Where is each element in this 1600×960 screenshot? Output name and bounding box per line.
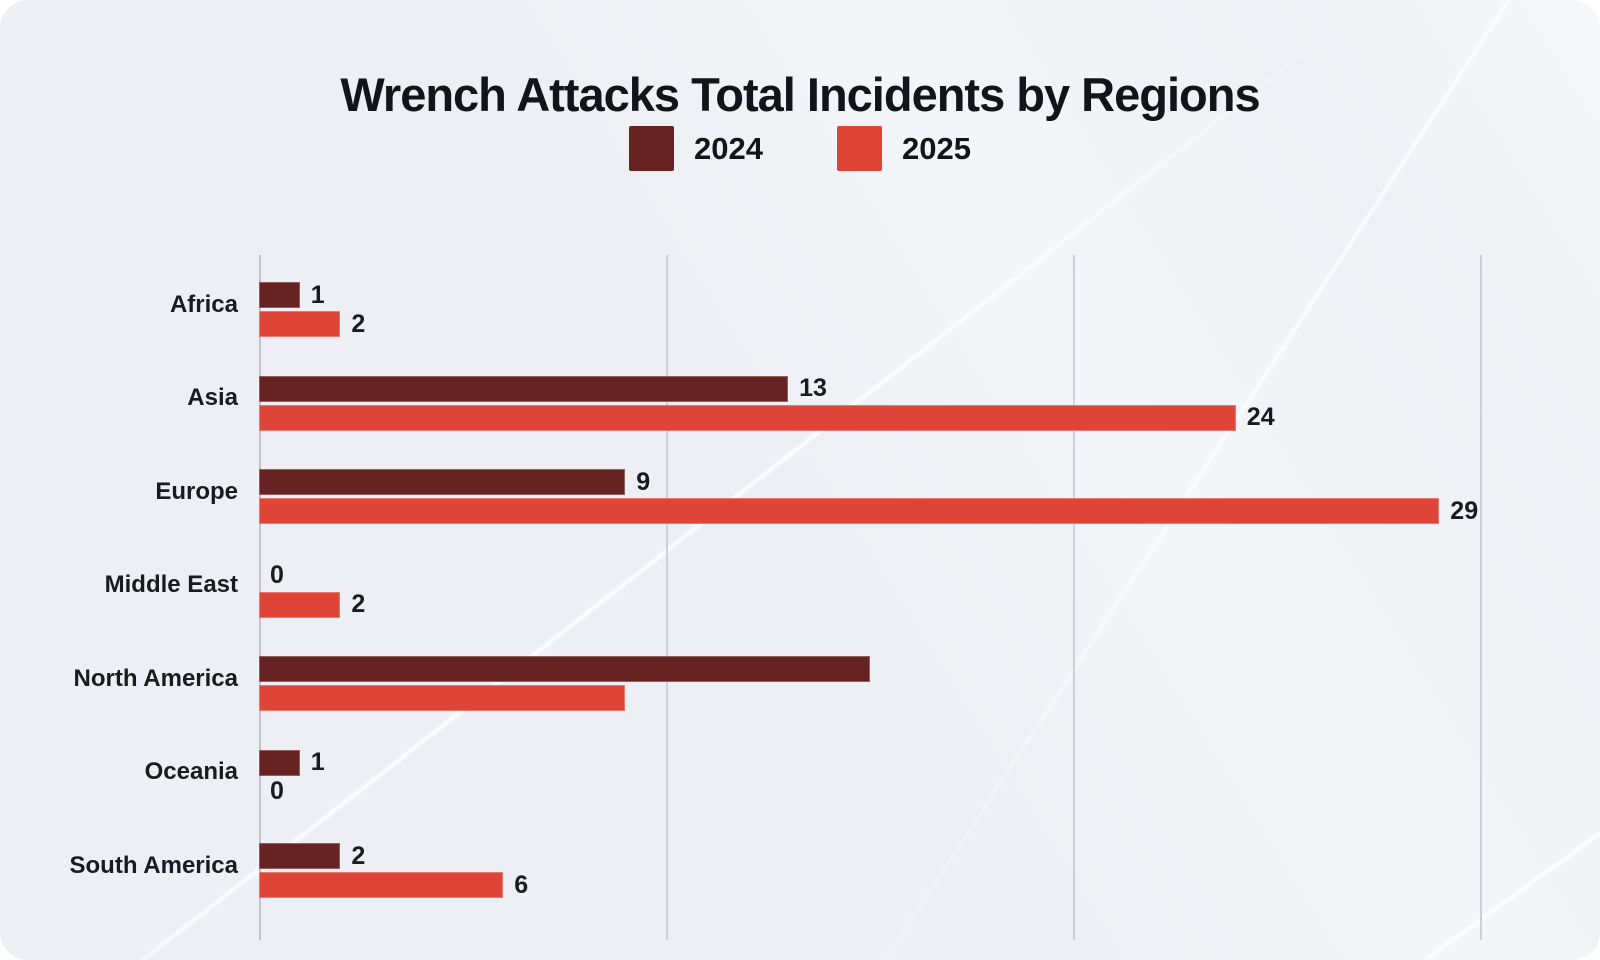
bar-group: [259, 637, 1480, 731]
bar-2025: [259, 685, 626, 712]
bar-2024: [259, 469, 626, 496]
bar-chart: Africa 1 2 Asia 13 24 Europe: [0, 258, 1600, 913]
chart-title: Wrench Attacks Total Incidents by Region…: [340, 68, 1260, 122]
bar-2024: [259, 749, 300, 776]
bar-2024: [259, 375, 789, 402]
category-label: Africa: [169, 290, 238, 318]
bar-line-2025: 2: [259, 590, 1480, 619]
bar-2025: [259, 498, 1440, 525]
legend-label-2025: 2025: [902, 130, 971, 166]
legend-item-2024: 2024: [629, 126, 763, 171]
legend-swatch-2025: [837, 126, 882, 171]
chart-row: Middle East 0 2: [0, 539, 1600, 633]
bar-2025: [259, 311, 341, 338]
bar-line-2025: 2: [259, 309, 1480, 338]
value-label-2024: 9: [636, 467, 651, 496]
bar-line-2024: [259, 656, 1480, 683]
category-label: Asia: [187, 384, 238, 412]
value-label-2024: 0: [270, 561, 284, 590]
bar-line-2024: 13: [259, 374, 1480, 403]
bar-line-2024: 1: [259, 280, 1480, 309]
bar-group: 13 24: [259, 357, 1480, 451]
chart-row: Oceania 1 0: [0, 726, 1600, 820]
chart-row: Asia 13 24: [0, 352, 1600, 446]
bar-line-2024: 2: [259, 841, 1480, 870]
bar-line-2025: [259, 685, 1480, 712]
category-label: Europe: [155, 477, 238, 505]
value-label-2025: 6: [514, 870, 529, 899]
bar-2025: [259, 872, 504, 899]
bar-group: 1 2: [259, 263, 1480, 357]
bar-2025: [259, 404, 1236, 431]
category-label: South America: [69, 851, 238, 879]
value-label-2025: 24: [1246, 403, 1275, 432]
chart-row: South America 2 6: [0, 819, 1600, 913]
category-label: Middle East: [104, 571, 238, 599]
legend-item-2025: 2025: [837, 126, 971, 171]
bar-line-2025: 0: [259, 777, 1480, 806]
bar-group: 2 6: [259, 824, 1480, 918]
chart-row: North America: [0, 632, 1600, 726]
bar-line-2024: 0: [259, 561, 1480, 590]
bar-2024: [259, 843, 341, 870]
bar-group: 0 2: [259, 544, 1480, 638]
category-label: Oceania: [144, 758, 238, 786]
bar-line-2025: 29: [259, 496, 1480, 525]
bar-line-2024: 9: [259, 467, 1480, 496]
bar-2025: [259, 591, 341, 618]
chart-row: Africa 1 2: [0, 258, 1600, 352]
bar-line-2024: 1: [259, 748, 1480, 777]
legend-label-2024: 2024: [694, 130, 763, 166]
chart-row: Europe 9 29: [0, 445, 1600, 539]
bar-line-2025: 6: [259, 870, 1480, 899]
bar-2024: [259, 656, 870, 683]
bar-2024: [259, 282, 300, 309]
value-label-2025: 0: [270, 777, 284, 806]
category-label: North America: [73, 664, 238, 692]
value-label-2025: 2: [351, 309, 366, 338]
value-label-2024: 2: [351, 841, 366, 870]
value-label-2024: 1: [310, 280, 325, 309]
legend-swatch-2024: [629, 126, 675, 171]
bar-group: 1 0: [259, 731, 1480, 825]
bar-group: 9 29: [259, 450, 1480, 544]
value-label-2025: 2: [351, 590, 366, 619]
bar-line-2025: 24: [259, 403, 1480, 432]
value-label-2025: 29: [1450, 496, 1479, 525]
value-label-2024: 1: [310, 748, 325, 777]
value-label-2024: 13: [799, 374, 827, 403]
chart-legend: 2024 2025: [0, 126, 1600, 171]
